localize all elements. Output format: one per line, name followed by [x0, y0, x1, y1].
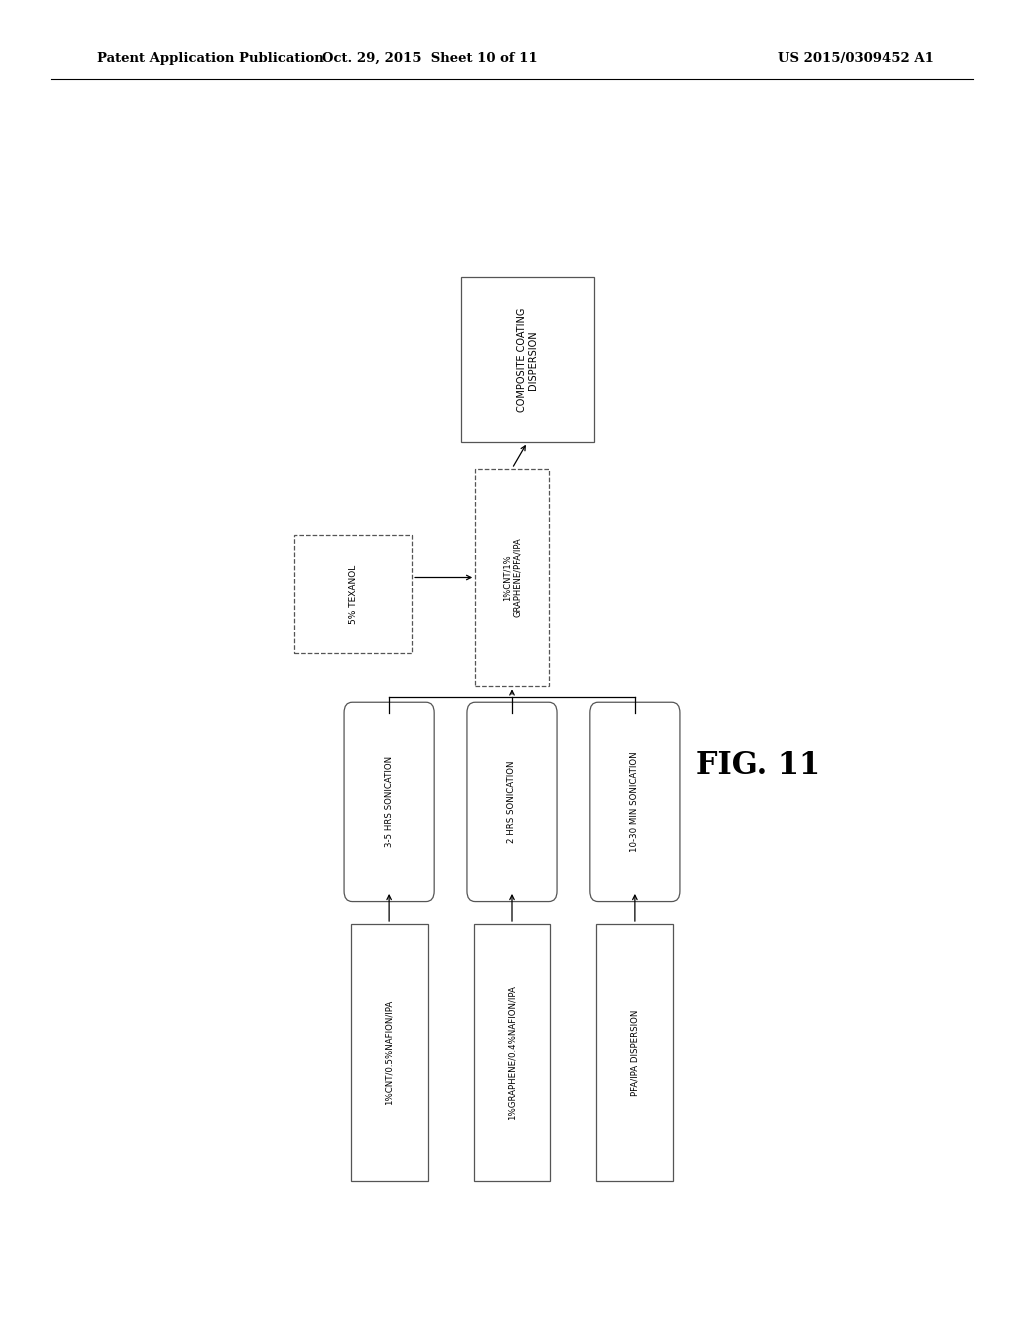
- FancyBboxPatch shape: [590, 702, 680, 902]
- Bar: [475, 469, 549, 686]
- Text: US 2015/0309452 A1: US 2015/0309452 A1: [778, 51, 934, 65]
- Bar: [473, 924, 551, 1181]
- Text: 3-5 HRS SONICATION: 3-5 HRS SONICATION: [385, 756, 393, 847]
- Text: 1%CNT/1%
GRAPHENE/PFA/IPA: 1%CNT/1% GRAPHENE/PFA/IPA: [503, 537, 521, 618]
- Text: 5% TEXANOL: 5% TEXANOL: [349, 565, 357, 623]
- Bar: [461, 277, 594, 442]
- Bar: [350, 924, 428, 1181]
- Text: 1%CNT/0.5%NAFION/IPA: 1%CNT/0.5%NAFION/IPA: [385, 1001, 393, 1105]
- Text: PFA/IPA DISPERSION: PFA/IPA DISPERSION: [631, 1010, 639, 1096]
- FancyBboxPatch shape: [344, 702, 434, 902]
- Bar: [596, 924, 674, 1181]
- FancyBboxPatch shape: [467, 702, 557, 902]
- Text: Patent Application Publication: Patent Application Publication: [97, 51, 324, 65]
- Bar: [295, 535, 412, 653]
- Text: 2 HRS SONICATION: 2 HRS SONICATION: [508, 760, 516, 843]
- Text: FIG. 11: FIG. 11: [695, 750, 820, 781]
- Text: COMPOSITE COATING
DISPERSION: COMPOSITE COATING DISPERSION: [516, 308, 539, 412]
- Text: 10-30 MIN SONICATION: 10-30 MIN SONICATION: [631, 751, 639, 853]
- Text: 1%GRAPHENE/0.4%NAFION/IPA: 1%GRAPHENE/0.4%NAFION/IPA: [508, 985, 516, 1121]
- Text: Oct. 29, 2015  Sheet 10 of 11: Oct. 29, 2015 Sheet 10 of 11: [323, 51, 538, 65]
